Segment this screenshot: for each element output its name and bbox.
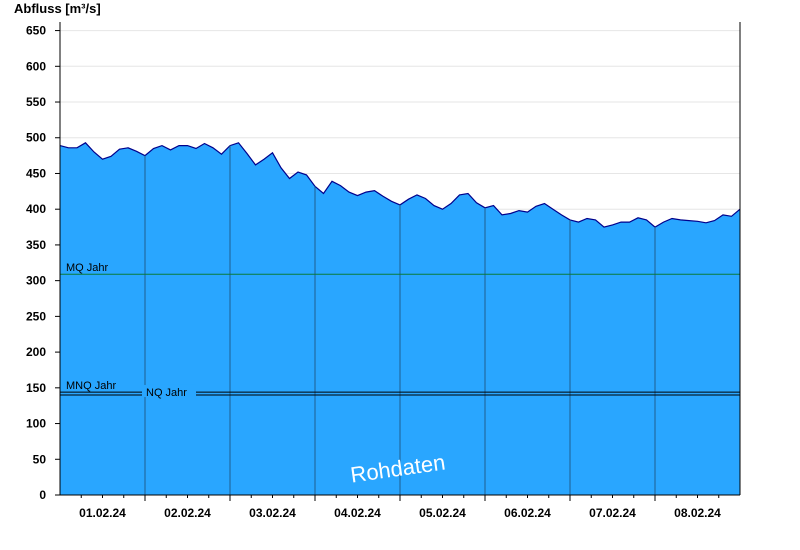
y-axis-title: Abfluss [m³/s] [14, 1, 101, 16]
axis-labels: 0 50 100 150 200 250 300 350 400 450 500 550 600 650 0… [26, 24, 721, 520]
nq-label-bg [142, 384, 196, 397]
y-tick-label: 0 [39, 488, 46, 502]
y-tick-label: 550 [26, 95, 46, 109]
x-tick-label: 03.02.24 [249, 506, 296, 520]
y-tick-label: 50 [33, 452, 47, 466]
day-separators [144, 145, 656, 495]
y-tick-label: 400 [26, 202, 46, 216]
discharge-line [59, 142, 741, 228]
x-tick-label: 08.02.24 [674, 506, 721, 520]
y-tick-label: 150 [26, 381, 46, 395]
x-tick-label: 05.02.24 [419, 506, 466, 520]
x-tick-label: 06.02.24 [504, 506, 551, 520]
mq-label: MQ Jahr [66, 262, 109, 274]
y-tick-label: 450 [26, 166, 46, 180]
x-tick-label: 02.02.24 [164, 506, 211, 520]
x-tick-label: 01.02.24 [79, 506, 126, 520]
y-tick-label: 600 [26, 59, 46, 73]
x-tick-label: 04.02.24 [334, 506, 381, 520]
y-tick-label: 100 [26, 417, 46, 431]
y-tick-label: 500 [26, 131, 46, 145]
y-tick-label: 200 [26, 345, 46, 359]
nq-label: NQ Jahr [146, 387, 187, 399]
y-tick-label: 300 [26, 274, 46, 288]
x-tick-label: 07.02.24 [589, 506, 636, 520]
y-tick-label: 350 [26, 238, 46, 252]
mnq-label: MNQ Jahr [66, 380, 116, 392]
axes [55, 22, 741, 501]
y-tick-label: 650 [26, 24, 46, 38]
y-tick-label: 250 [26, 309, 46, 323]
reference-lines: MQ Jahr MNQ Jahr NQ Jahr [60, 262, 740, 399]
